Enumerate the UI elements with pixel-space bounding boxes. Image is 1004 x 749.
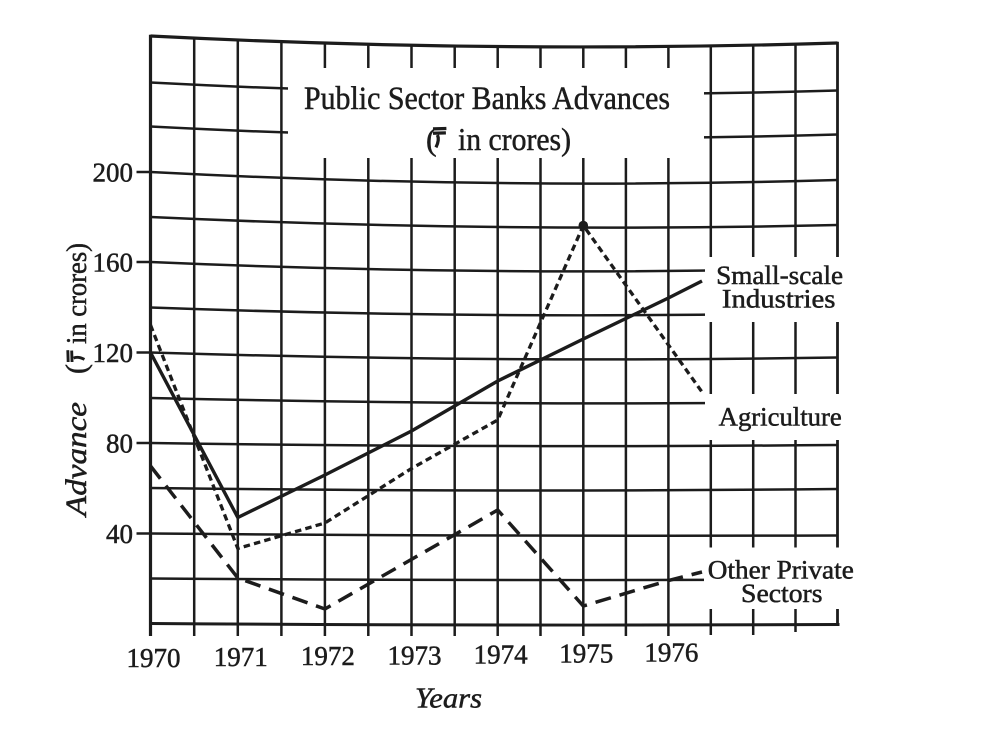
- svg-text:1975: 1975: [559, 639, 613, 669]
- svg-text:1976: 1976: [644, 638, 698, 668]
- svg-text:40: 40: [106, 519, 133, 549]
- svg-text:160: 160: [93, 247, 134, 277]
- svg-text:Years: Years: [415, 683, 482, 715]
- svg-text:Agriculture: Agriculture: [719, 403, 842, 432]
- svg-text:in crores): in crores): [458, 121, 571, 157]
- svg-text:1970: 1970: [127, 643, 181, 673]
- svg-text:1974: 1974: [474, 639, 529, 669]
- svg-text:80: 80: [106, 428, 133, 458]
- svg-text:Industries: Industries: [722, 285, 836, 314]
- svg-text:1973: 1973: [388, 640, 442, 670]
- svg-text:Public Sector Banks Advances: Public Sector Banks Advances: [304, 81, 670, 117]
- svg-text:Sectors: Sectors: [741, 579, 823, 608]
- svg-text:in crores): in crores): [61, 243, 93, 344]
- svg-text:1971: 1971: [214, 642, 268, 672]
- svg-text:120: 120: [93, 338, 134, 368]
- svg-text:200: 200: [93, 157, 134, 187]
- svg-text:(: (: [60, 364, 93, 374]
- svg-text:(: (: [426, 121, 437, 157]
- svg-text:1972: 1972: [301, 641, 355, 671]
- svg-text:Advance: Advance: [60, 402, 93, 518]
